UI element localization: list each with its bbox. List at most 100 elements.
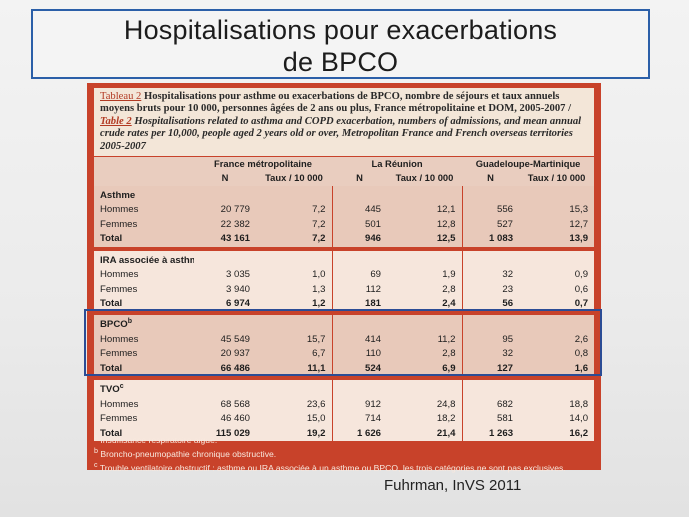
table-row: Hommes 20 779 7,2 445 12,1 556 15,3 <box>94 203 595 218</box>
cell-rate: 11,1 <box>256 361 333 377</box>
cell-rate: 19,2 <box>256 426 333 442</box>
cell-rate: 21,4 <box>387 426 463 442</box>
cell-rate: 1,2 <box>256 297 333 312</box>
table-row: Total 66 486 11,1 524 6,9 127 1,6 <box>94 361 595 377</box>
cell-rate: 15,3 <box>519 203 595 218</box>
cell-count: 127 <box>461 361 520 377</box>
cell-rate: 12,7 <box>519 217 595 233</box>
cell-count: 445 <box>331 203 388 218</box>
group-label: Asthme <box>94 185 194 204</box>
cell-count: 946 <box>331 232 388 247</box>
cell-rate: 1,9 <box>387 268 463 283</box>
table-row: Femmes 46 460 15,0 714 18,2 581 14,0 <box>94 412 595 427</box>
cell-count: 1 626 <box>331 426 388 442</box>
group-separator <box>94 376 595 381</box>
group-header-row: IRA associée à asthmea <box>94 250 595 269</box>
column-header-taux: Taux / 10 000 <box>387 171 463 186</box>
table-row: Total 43 161 7,2 946 12,5 1 083 13,9 <box>94 232 595 247</box>
footnote: b Broncho-pneumopathie chronique obstruc… <box>94 446 277 459</box>
cell-rate: 18,2 <box>387 412 463 427</box>
table-row: Femmes 22 382 7,2 501 12,8 527 12,7 <box>94 217 595 233</box>
table-caption: Tableau 2 Hospitalisations pour asthme o… <box>94 88 594 157</box>
cell-rate: 24,8 <box>387 397 463 413</box>
region-header: Guadeloupe-Martinique <box>462 157 595 172</box>
row-label: Femmes <box>94 412 194 427</box>
cell-count: 43 161 <box>194 232 256 247</box>
source-citation: Fuhrman, InVS 2011 <box>384 477 522 494</box>
cell-count: 181 <box>331 297 388 312</box>
cell-rate: 1,3 <box>256 282 333 298</box>
cell-rate: 0,8 <box>519 347 595 362</box>
cell-rate: 2,4 <box>387 297 463 312</box>
caption-text-fr: Hospitalisations pour asthme ou exacerba… <box>100 91 572 115</box>
group-label-footnote-mark: b <box>127 318 132 326</box>
row-label: Femmes <box>94 217 194 233</box>
row-label: Hommes <box>94 203 194 218</box>
cell-count: 1 083 <box>461 232 520 247</box>
cell-count: 556 <box>461 203 520 218</box>
cell-count: 3 940 <box>194 282 256 298</box>
region-header: La Réunion <box>332 157 463 172</box>
cell-rate: 2,8 <box>387 347 463 362</box>
group-header-row: BPCOb <box>94 315 595 334</box>
cell-rate: 1,0 <box>256 268 333 283</box>
cell-rate: 15,7 <box>256 333 333 348</box>
table-header-regions: France métropolitaine La Réunion Guadelo… <box>94 157 595 172</box>
row-label: Femmes <box>94 347 194 362</box>
cell-count: 95 <box>461 333 520 348</box>
cell-count: 3 035 <box>194 268 256 283</box>
cell-count: 20 779 <box>194 203 256 218</box>
cell-count: 23 <box>461 282 520 298</box>
cell-count: 45 549 <box>194 333 256 348</box>
cell-rate: 11,2 <box>387 333 463 348</box>
cell-rate: 15,0 <box>256 412 333 427</box>
cell-rate: 1,6 <box>519 361 595 377</box>
slide-title-box: Hospitalisations pour exacerbations de B… <box>31 9 650 79</box>
cell-rate: 2,6 <box>519 333 595 348</box>
cell-count: 414 <box>331 333 388 348</box>
cell-rate: 12,1 <box>387 203 463 218</box>
cell-count: 32 <box>461 268 520 283</box>
footnotes: a Insuffisance respiratoire aiguë. b Bro… <box>94 432 594 474</box>
cell-rate: 18,8 <box>519 397 595 413</box>
cell-count: 714 <box>331 412 388 427</box>
footnote: a Insuffisance respiratoire aiguë. <box>94 433 218 445</box>
table-row: Total 115 029 19,2 1 626 21,4 1 263 16,2 <box>94 426 595 442</box>
cell-count: 1 263 <box>461 426 520 442</box>
caption-table-label-en: Table 2 <box>100 115 132 127</box>
table-header-columns: N Taux / 10 000 N Taux / 10 000 N Taux /… <box>94 171 595 186</box>
cell-count: 22 382 <box>194 217 256 233</box>
cell-rate: 23,6 <box>256 397 333 413</box>
cell-count: 68 568 <box>194 397 256 413</box>
cell-rate: 7,2 <box>256 203 333 218</box>
caption-table-label-fr: Tableau 2 <box>100 91 142 102</box>
group-separator <box>94 246 595 251</box>
row-label: Hommes <box>94 397 194 413</box>
row-label: Femmes <box>94 282 194 298</box>
cell-rate: 7,2 <box>256 232 333 247</box>
column-header-taux: Taux / 10 000 <box>256 171 333 186</box>
cell-rate: 6,9 <box>387 361 463 377</box>
group-separator <box>94 311 595 316</box>
footnote: c Trouble ventilatoire obstructif : asth… <box>94 460 566 473</box>
column-header-n: N <box>332 171 388 186</box>
cell-rate: 16,2 <box>519 426 595 442</box>
column-header-taux: Taux / 10 000 <box>519 171 595 186</box>
slide-title-line-2: de BPCO <box>282 47 399 77</box>
cell-count: 581 <box>461 412 520 427</box>
cell-rate: 12,8 <box>387 217 463 233</box>
cell-count: 527 <box>461 217 520 233</box>
cell-count: 32 <box>461 347 520 362</box>
cell-rate: 0,9 <box>519 268 595 283</box>
group-label: TVOc <box>94 380 194 398</box>
cell-rate: 0,6 <box>519 282 595 298</box>
cell-count: 501 <box>331 217 388 233</box>
hospitalisation-table: France métropolitaine La Réunion Guadelo… <box>94 157 595 442</box>
cell-count: 69 <box>331 268 388 283</box>
group-header-row: Asthme <box>94 185 595 204</box>
column-header-n: N <box>462 171 520 186</box>
cell-rate: 2,8 <box>387 282 463 298</box>
cell-count: 6 974 <box>194 297 256 312</box>
cell-rate: 13,9 <box>519 232 595 247</box>
table-row: Hommes 45 549 15,7 414 11,2 95 2,6 <box>94 333 595 348</box>
